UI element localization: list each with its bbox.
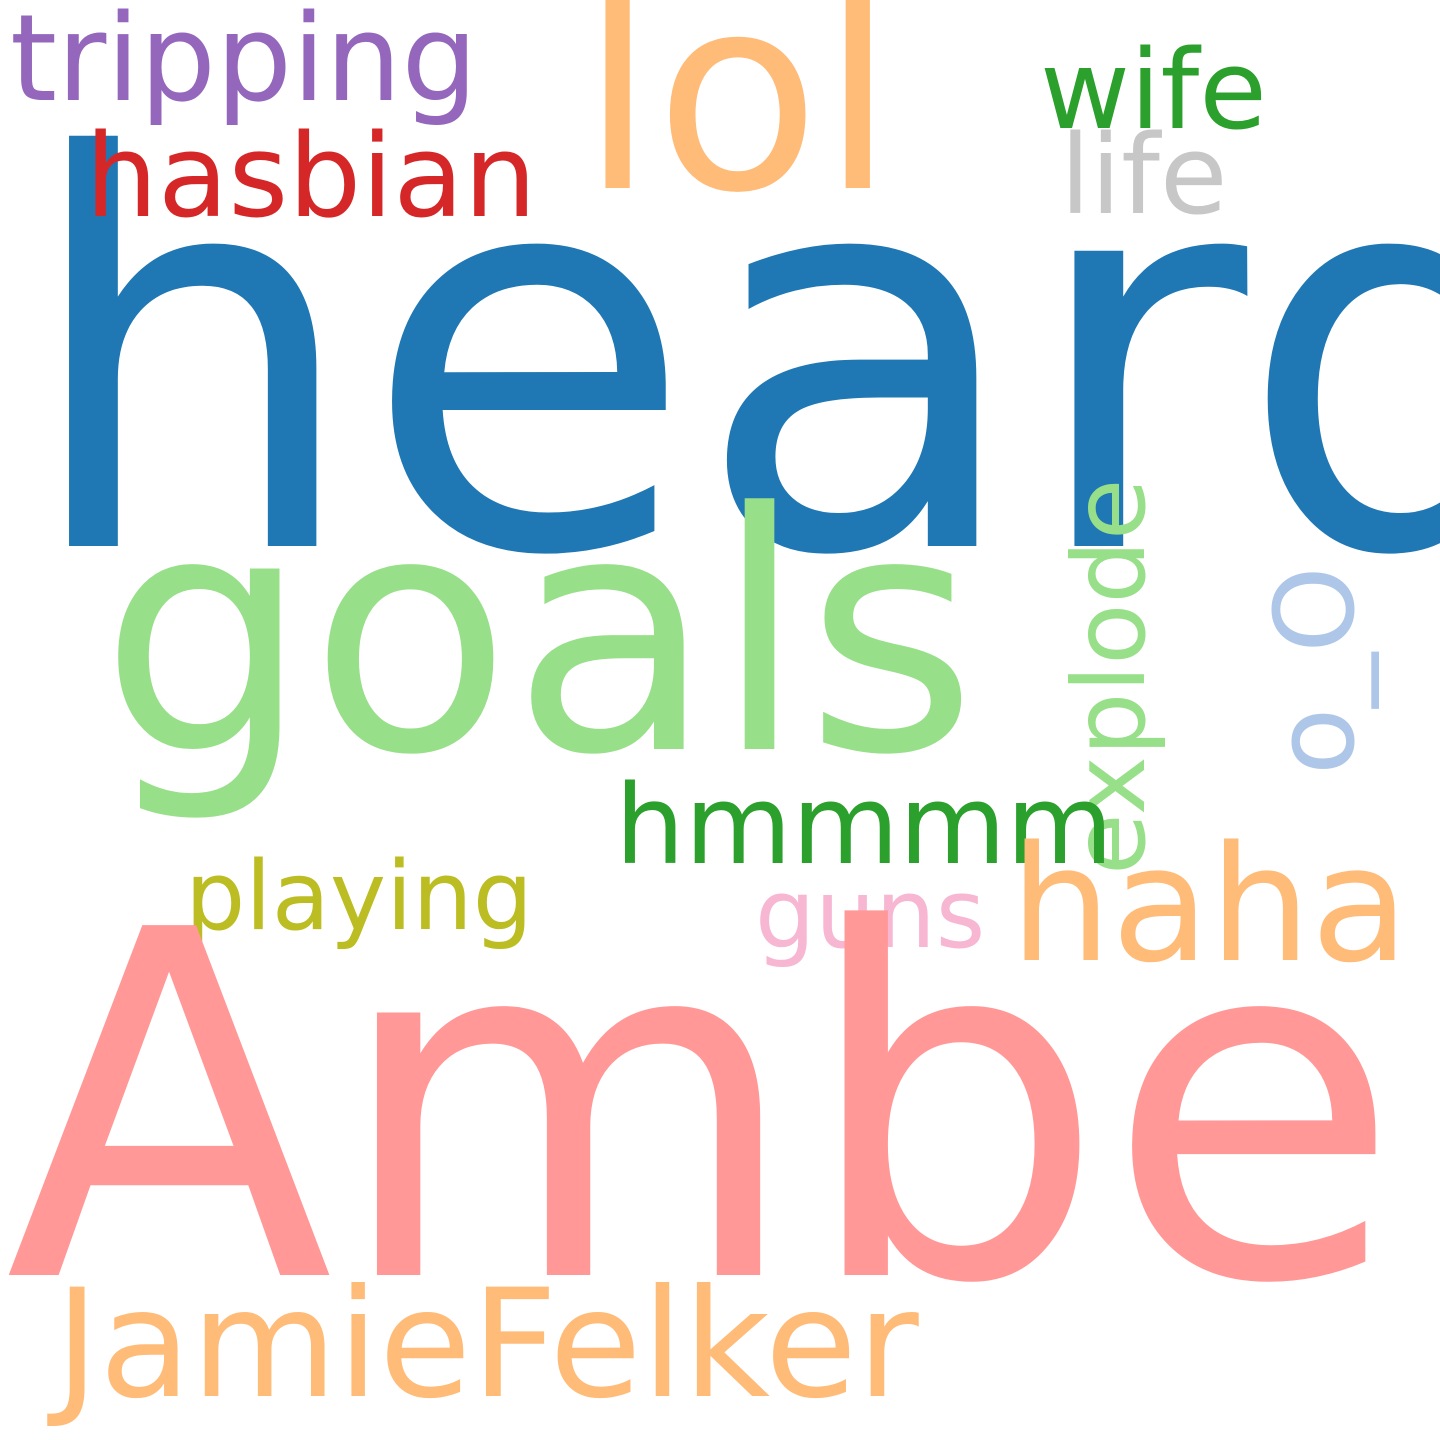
word-life: life <box>1060 111 1228 239</box>
word-playing: playing <box>185 842 534 952</box>
word-hmmmm: hmmmm <box>615 761 1114 889</box>
word-heard: heard <box>20 46 1440 674</box>
word-lol: lol <box>580 0 896 252</box>
word-amber: Amber <box>5 830 1440 1389</box>
word-jamiefelker: JamieFelker <box>55 1258 919 1432</box>
word-wife: wife <box>1040 26 1267 154</box>
word-o-o: o_O <box>1251 566 1379 775</box>
word-goals: goals <box>100 443 978 827</box>
word-guns: guns <box>755 860 986 970</box>
word-haha: haha <box>1010 811 1409 998</box>
word-hasbian: hasbian <box>85 110 537 244</box>
word-tripping: tripping <box>10 0 478 129</box>
